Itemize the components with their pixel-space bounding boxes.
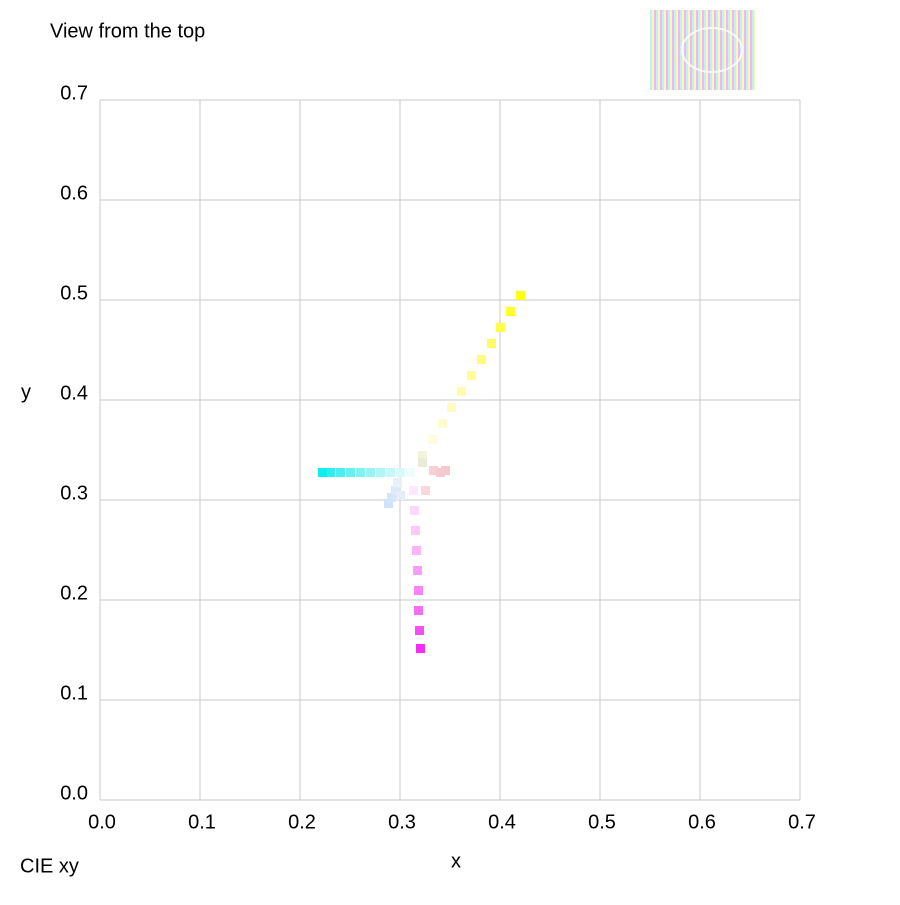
x-tick-label: 0.1 [188, 811, 216, 833]
data-point [413, 566, 422, 575]
y-axis-label: y [21, 381, 31, 403]
x-tick-label: 0.5 [588, 811, 616, 833]
data-point [409, 486, 418, 495]
x-axis-label: x [451, 850, 461, 872]
data-point [438, 419, 447, 428]
data-point [467, 371, 476, 380]
data-point [418, 451, 427, 460]
plot-area: 0.0 0.1 0.2 0.3 0.4 0.5 0.6 0.7 0.0 0.1 0.2 0.3 0.4 0… [60, 82, 816, 833]
data-point [411, 526, 420, 535]
data-point [506, 307, 515, 316]
data-point [384, 499, 393, 508]
data-point [318, 468, 327, 477]
data-point [487, 339, 496, 348]
y-tick-label: 0.1 [60, 682, 88, 704]
x-tick-label: 0.6 [688, 811, 716, 833]
x-tick-label: 0.3 [388, 811, 416, 833]
chart-title: View from the top [50, 20, 205, 42]
data-point [396, 491, 405, 500]
data-point [429, 466, 438, 475]
y-tick-label: 0.7 [60, 82, 88, 104]
data-point [421, 486, 430, 495]
data-point [387, 493, 396, 502]
data-point [457, 387, 466, 396]
data-point [393, 478, 402, 487]
x-tick-label: 0.4 [488, 811, 516, 833]
data-point [366, 468, 375, 477]
data-point [447, 403, 456, 412]
data-point [356, 468, 365, 477]
y-tick-label: 0.0 [60, 782, 88, 804]
data-point [326, 468, 335, 477]
y-tick-label: 0.2 [60, 582, 88, 604]
thumbnail [650, 10, 755, 90]
data-point [396, 468, 405, 477]
data-point [336, 468, 345, 477]
data-point [391, 486, 400, 495]
data-point [516, 291, 525, 300]
data-point [496, 323, 505, 332]
data-point [386, 468, 395, 477]
data-point [414, 586, 423, 595]
data-point [436, 468, 445, 477]
data-point [441, 466, 450, 475]
y-tick-label: 0.4 [60, 382, 88, 404]
data-point [416, 644, 425, 653]
data-point [428, 435, 437, 444]
data-point [412, 546, 421, 555]
data-point [418, 458, 427, 467]
data-point [410, 506, 419, 515]
data-point [414, 606, 423, 615]
caption: CIE xy [20, 855, 79, 877]
data-point [346, 468, 355, 477]
x-tick-label: 0.2 [288, 811, 316, 833]
data-point [406, 468, 415, 477]
x-tick-label: 0.7 [788, 811, 816, 833]
y-tick-label: 0.3 [60, 482, 88, 504]
data-point [415, 626, 424, 635]
data-point [376, 468, 385, 477]
x-tick-label: 0.0 [88, 811, 116, 833]
y-tick-label: 0.5 [60, 282, 88, 304]
y-tick-label: 0.6 [60, 182, 88, 204]
data-point [477, 355, 486, 364]
